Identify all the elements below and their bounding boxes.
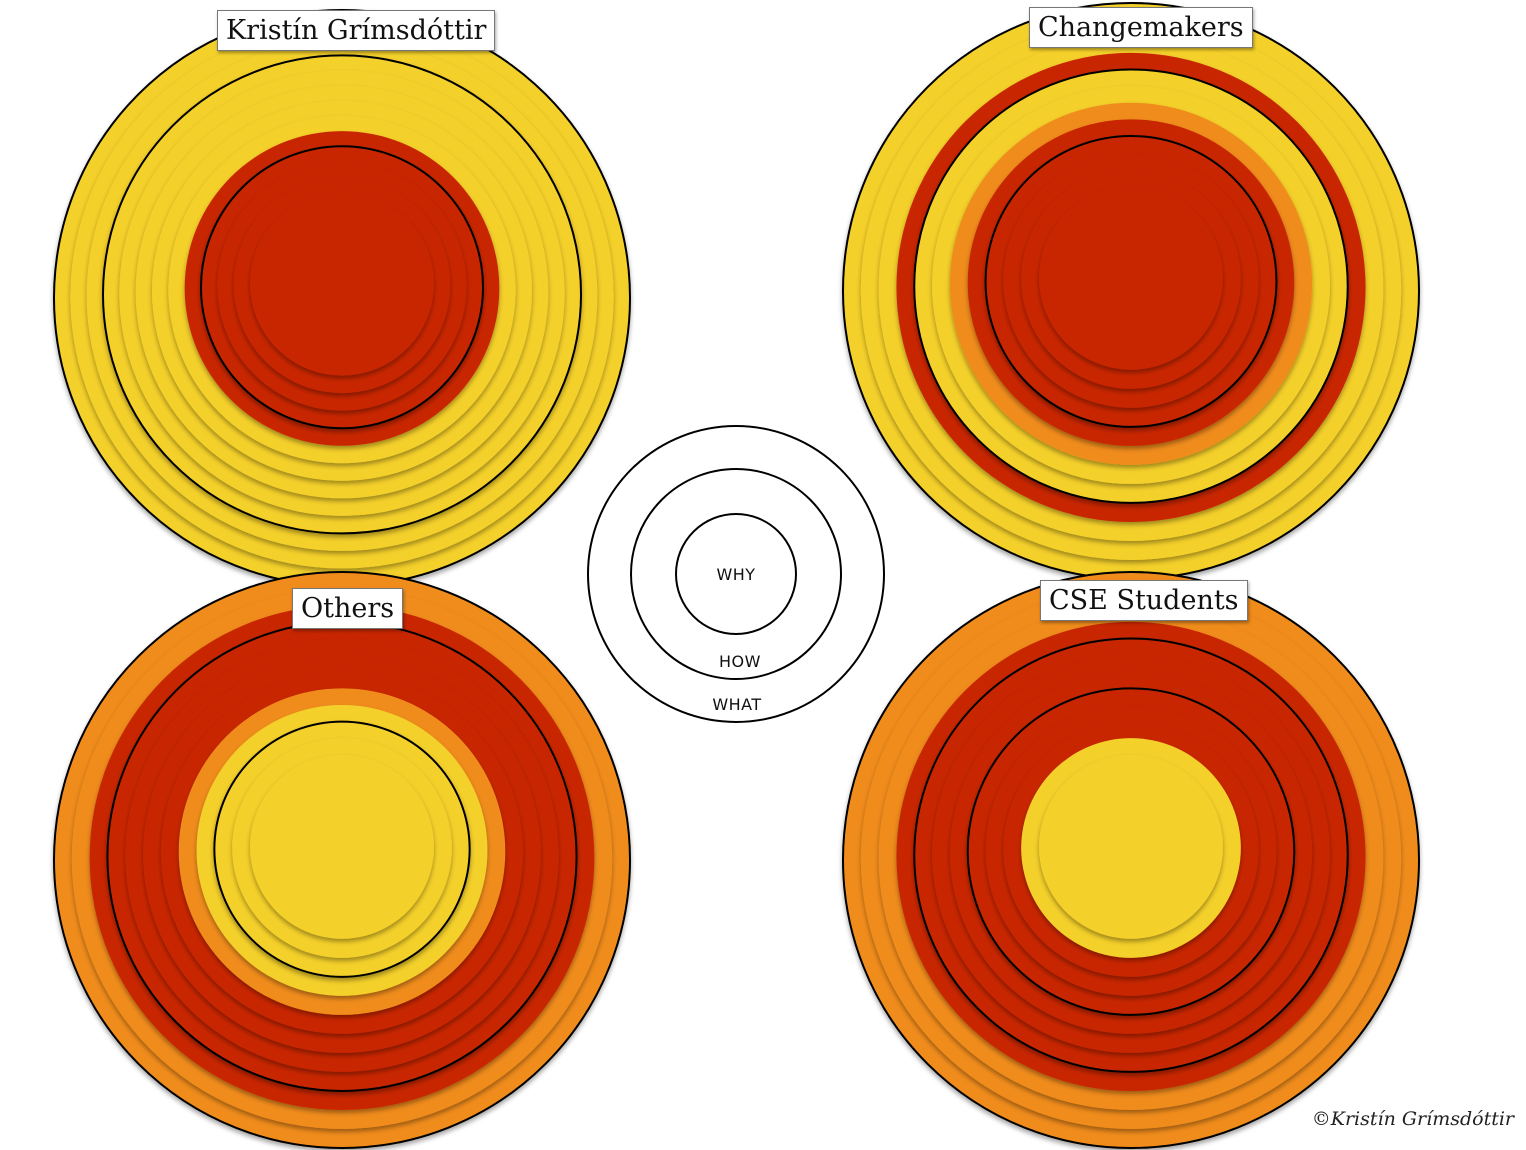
diagram-title-others: Others: [292, 588, 404, 630]
legend-label-why: WHY: [716, 565, 755, 584]
diagram-title-kristin: Kristín Grímsdóttir: [217, 10, 496, 52]
copyright-notice: ©Kristín Grímsdóttir: [1311, 1108, 1514, 1130]
ring-red: [250, 191, 434, 376]
diagram-title-changemakers: Changemakers: [1029, 7, 1253, 49]
ring-red: [1039, 185, 1223, 370]
diagram-cse-students: [842, 571, 1420, 1149]
legend-label-how: HOW: [719, 652, 761, 671]
ring-yellow: [1039, 754, 1223, 939]
diagram-changemakers: [842, 2, 1420, 580]
diagram-title-cse-students: CSE Students: [1040, 580, 1248, 622]
golden-circle-legend: WHY HOW WHAT: [587, 425, 885, 723]
legend-label-what: WHAT: [712, 695, 761, 714]
ring-yellow: [250, 754, 434, 939]
diagram-others: [53, 571, 631, 1149]
legend-circle-why: [675, 513, 797, 635]
diagram-kristin: [53, 9, 631, 587]
